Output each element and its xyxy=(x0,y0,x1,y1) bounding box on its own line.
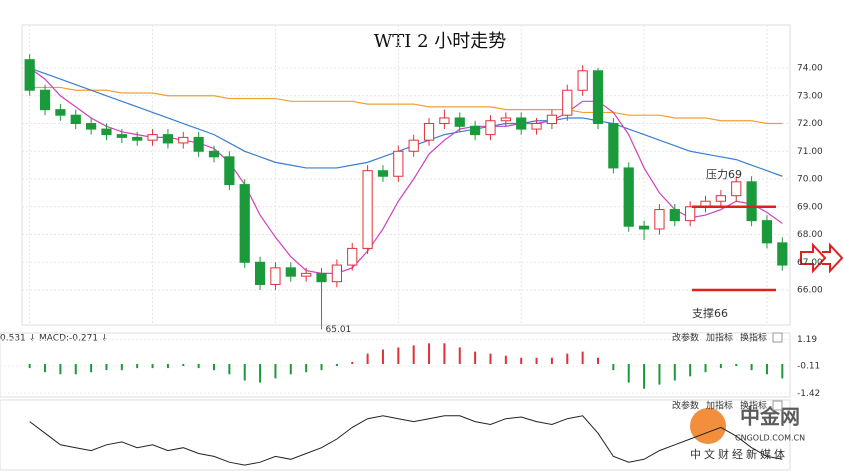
macd-tick-label: -1.42 xyxy=(797,389,820,399)
candle-body xyxy=(24,59,35,91)
main-frame xyxy=(21,24,791,326)
candle-body xyxy=(377,170,389,177)
ma-line xyxy=(29,67,783,274)
level-label: 支撑66 xyxy=(692,306,728,320)
candle-body xyxy=(546,114,558,125)
y-tick-label: 70.00 xyxy=(797,175,823,185)
candle-body xyxy=(162,134,174,144)
candle-body xyxy=(408,139,419,152)
watermark-brand: 中金网 xyxy=(740,405,800,429)
macd-header: 0.531 ↓ MACD:-0.271 ↓ xyxy=(0,334,108,344)
candle-body xyxy=(270,267,281,285)
y-tick-label: 73.00 xyxy=(797,91,823,101)
y-tick-label: 69.00 xyxy=(797,202,823,212)
macd-tick-label: 1.19 xyxy=(797,335,817,345)
kd-button[interactable]: 改参数 xyxy=(672,400,699,412)
candle-body xyxy=(55,109,66,116)
candle-body xyxy=(500,117,511,122)
chart-title: WTI 2 小时走势 xyxy=(374,31,507,52)
ma-line xyxy=(29,86,783,125)
candle-body xyxy=(101,128,112,136)
candle-body xyxy=(485,120,496,136)
macd-button[interactable]: 换指标 xyxy=(740,332,767,344)
y-tick-label: 72.00 xyxy=(797,119,823,129)
y-tick-label: 67.00 xyxy=(797,258,823,268)
macd-close[interactable] xyxy=(772,332,783,343)
candle-body xyxy=(239,184,250,263)
y-tick-label: 68.00 xyxy=(797,230,823,240)
candle-body xyxy=(70,114,81,125)
arrow-icon xyxy=(800,242,844,274)
candle-body xyxy=(347,247,358,266)
macd-tick-label: -0.11 xyxy=(797,362,820,372)
watermark-site: CNGOLD.COM.CN xyxy=(735,434,805,443)
candle-body xyxy=(224,156,235,186)
candle-body xyxy=(577,70,588,91)
candle-body xyxy=(470,125,481,136)
kd-close[interactable] xyxy=(772,400,783,411)
candle-body xyxy=(454,117,465,127)
candle-body xyxy=(301,272,312,277)
candle-body xyxy=(39,89,51,111)
y-tick-label: 66.00 xyxy=(797,286,823,296)
kd-frame xyxy=(0,399,791,471)
watermark-slogan: 中文财经新媒体 xyxy=(690,447,788,461)
candle-body xyxy=(562,89,573,116)
macd-frame xyxy=(0,332,791,398)
candle-body xyxy=(516,117,527,130)
candle-body xyxy=(331,264,342,283)
candle-body xyxy=(254,261,266,285)
candle-body xyxy=(132,136,143,141)
candle-body xyxy=(116,134,127,138)
candle-body xyxy=(208,150,220,158)
kd-button[interactable]: 加指标 xyxy=(706,400,733,412)
candle-body xyxy=(423,123,435,141)
candle-body xyxy=(592,70,604,125)
candle-body xyxy=(654,209,665,230)
watermark-logo xyxy=(690,408,726,444)
candle-body xyxy=(669,209,680,222)
kd-button[interactable]: 换指标 xyxy=(740,400,767,412)
candle-body xyxy=(86,123,97,130)
candle-body xyxy=(731,181,742,197)
candle-body xyxy=(193,136,204,152)
low-label: 65.01 xyxy=(326,325,352,335)
candle-body xyxy=(638,225,650,230)
macd-button[interactable]: 加指标 xyxy=(706,332,733,344)
candle-body xyxy=(531,123,542,130)
candle-body xyxy=(777,242,788,266)
kd-line xyxy=(29,415,783,466)
candle-body xyxy=(439,117,450,125)
candle-body xyxy=(285,267,296,277)
candle-body xyxy=(178,136,189,144)
candle-body xyxy=(393,150,404,177)
candle-body xyxy=(316,272,327,283)
candle-body xyxy=(715,195,726,202)
candle-body xyxy=(147,134,158,141)
y-tick-label: 71.00 xyxy=(797,147,823,157)
y-tick-label: 74.00 xyxy=(797,64,823,74)
candle-body xyxy=(685,206,696,222)
candle-body xyxy=(623,167,634,227)
ma-line xyxy=(29,67,783,177)
level-label: 压力69 xyxy=(706,168,742,181)
candle-body xyxy=(746,181,757,222)
macd-button[interactable]: 改参数 xyxy=(672,332,699,344)
candle-body xyxy=(362,170,373,249)
candle-body xyxy=(761,220,773,244)
candle-body xyxy=(608,123,619,169)
